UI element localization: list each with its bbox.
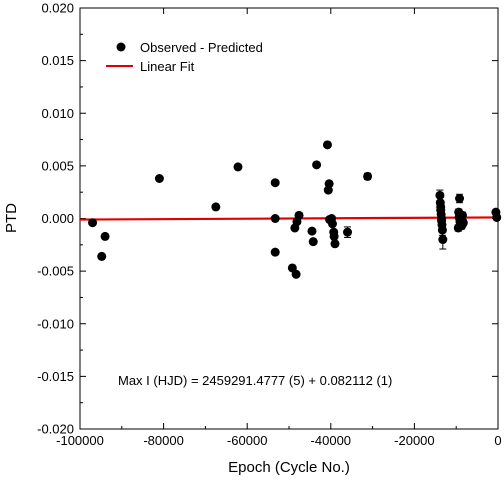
data-point	[270, 214, 280, 223]
y-tick-label: 0.020	[41, 1, 74, 16]
y-tick-label: -0.015	[37, 369, 74, 384]
x-tick-label: 0	[494, 433, 501, 448]
legend-marker-points	[116, 42, 126, 52]
x-tick-label: -80000	[143, 433, 183, 448]
x-tick-label: -60000	[227, 433, 267, 448]
data-point	[97, 251, 107, 261]
y-tick-label: 0.010	[41, 106, 74, 121]
y-tick-label: 0.000	[41, 211, 74, 226]
fit-line-layer	[79, 216, 499, 221]
legend: Observed - Predicted Linear Fit	[106, 40, 263, 74]
data-point	[436, 202, 446, 212]
data-point	[455, 194, 465, 204]
data-point	[492, 212, 502, 222]
ephemeris-annotation: Max I (HJD) = 2459291.4777 (5) + 0.08211…	[118, 373, 392, 388]
data-point	[154, 174, 164, 184]
data-point	[458, 218, 468, 228]
data-point	[270, 247, 280, 257]
data-point	[438, 235, 448, 245]
data-points-layer	[88, 140, 502, 279]
y-tick-label: -0.010	[37, 316, 74, 331]
x-tick-label: -20000	[394, 433, 434, 448]
axis-tick-labels: -100000 -80000 -60000 -40000 -20000 0 -0.020 -0…	[37, 1, 501, 449]
data-point	[312, 160, 322, 170]
data-point	[233, 162, 243, 172]
data-point	[437, 214, 447, 223]
data-point	[100, 231, 110, 241]
data-point	[343, 227, 353, 237]
data-point	[308, 237, 318, 247]
x-tick-label: -40000	[311, 433, 351, 448]
data-point	[327, 219, 337, 229]
data-point	[322, 140, 332, 150]
x-axis-title: Epoch (Cycle No.)	[228, 459, 350, 476]
data-point	[307, 226, 317, 236]
data-point	[329, 231, 339, 241]
data-point	[363, 171, 373, 181]
linear-fit-line	[79, 216, 499, 221]
data-point	[211, 202, 221, 212]
data-point	[324, 179, 334, 189]
data-point	[291, 269, 301, 279]
y-tick-label: 0.005	[41, 158, 74, 173]
data-point	[88, 218, 98, 228]
data-point	[294, 210, 304, 220]
data-point	[270, 178, 280, 188]
y-tick-label: 0.015	[41, 53, 74, 68]
data-point	[330, 239, 340, 249]
y-tick-label: -0.020	[37, 422, 74, 437]
legend-label-points: Observed - Predicted	[140, 40, 263, 55]
x-tick-label: -100000	[56, 433, 104, 448]
data-point	[457, 210, 467, 220]
legend-label-fit: Linear Fit	[140, 59, 195, 74]
y-tick-label: -0.005	[37, 264, 74, 279]
y-axis-title: PTD	[3, 203, 20, 233]
